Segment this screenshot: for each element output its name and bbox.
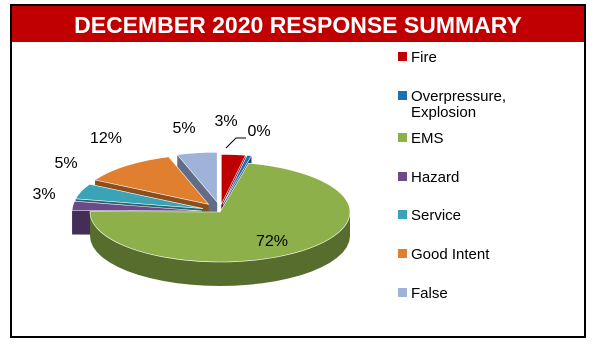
legend-label: Good Intent	[411, 246, 490, 263]
legend-swatch	[398, 210, 407, 219]
legend-label: Hazard	[411, 169, 459, 186]
data-label-fire: 3%	[214, 113, 237, 130]
legend-label: Overpressure,	[411, 88, 506, 105]
legend-item-false: False	[398, 285, 448, 302]
legend-swatch	[398, 133, 407, 142]
legend-label: False	[411, 285, 448, 302]
legend-item-overpressure-explosion: Overpressure,Explosion	[398, 88, 506, 121]
legend-label: EMS	[411, 130, 444, 147]
pie-slices	[71, 151, 351, 286]
leader-line	[225, 137, 246, 149]
slice-ems	[89, 162, 351, 286]
chart-frame	[10, 4, 586, 338]
data-label-service: 5%	[54, 155, 77, 172]
legend: Fire Overpressure,Explosion EMS Hazard Servi…	[398, 49, 506, 302]
chart-title: DECEMBER 2020 RESPONSE SUMMARY	[10, 4, 586, 42]
pie-labels: 3% 0% 72% 3% 5% 12% 5%	[32, 113, 288, 250]
legend-label: Fire	[411, 49, 437, 66]
legend-swatch	[398, 91, 407, 100]
legend-swatch	[398, 172, 407, 181]
data-label-hazard: 3%	[32, 186, 55, 203]
legend-item-good-intent: Good Intent	[398, 246, 490, 263]
data-label-good-intent: 12%	[90, 130, 122, 147]
legend-swatch	[398, 249, 407, 258]
legend-item-ems: EMS	[398, 130, 444, 147]
legend-swatch	[398, 288, 407, 297]
legend-item-service: Service	[398, 207, 461, 224]
legend-label: Explosion	[411, 104, 476, 121]
legend-swatch	[398, 52, 407, 61]
data-label-overpressure-explosion: 0%	[247, 123, 270, 140]
data-label-false: 5%	[172, 120, 195, 137]
legend-item-hazard: Hazard	[398, 169, 459, 186]
legend-item-fire: Fire	[398, 49, 437, 66]
data-label-ems: 72%	[256, 233, 288, 250]
legend-label: Service	[411, 207, 461, 224]
